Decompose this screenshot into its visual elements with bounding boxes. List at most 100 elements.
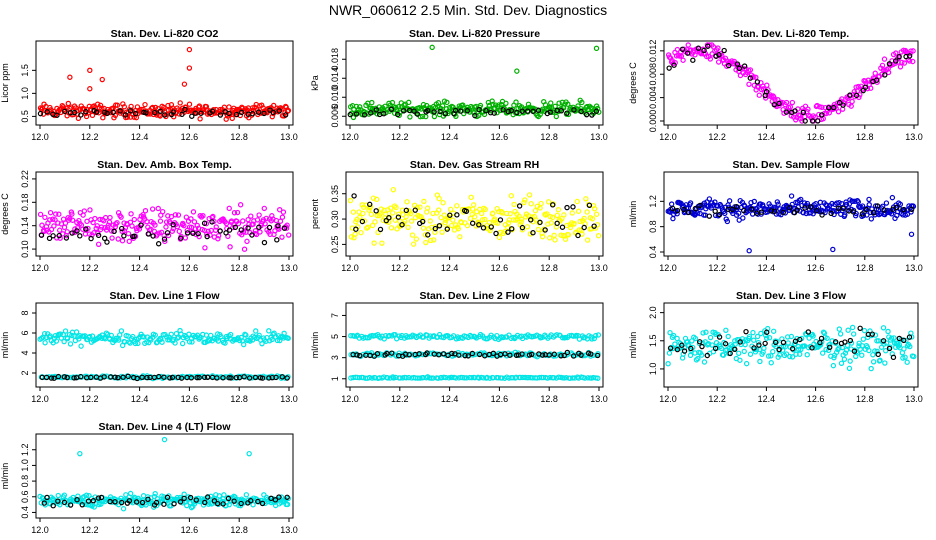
y-axis-label: ml/min [0, 463, 10, 490]
data-point [869, 331, 876, 337]
data-point [469, 220, 476, 226]
data-point [454, 203, 460, 209]
data-point [516, 203, 523, 209]
data-point [584, 237, 591, 243]
data-point [704, 352, 710, 359]
data-point [453, 375, 459, 381]
data-point [706, 196, 713, 202]
data-point [171, 501, 177, 507]
data-point [805, 106, 811, 112]
data-point [829, 200, 835, 207]
data-point [256, 212, 262, 218]
data-point [138, 222, 144, 228]
data-point [523, 214, 529, 220]
y-tick-label: 5 [330, 334, 340, 339]
data-point [716, 334, 723, 340]
data-point [53, 211, 59, 217]
data-point [852, 198, 858, 205]
series-1 [347, 106, 600, 119]
data-point [276, 226, 282, 232]
data-point [351, 193, 357, 199]
data-point [883, 200, 890, 206]
data-point [465, 353, 471, 359]
data-point [896, 335, 902, 342]
data-point [105, 224, 111, 231]
data-point [406, 99, 412, 106]
data-point [229, 115, 235, 122]
x-tick-label: 12.2 [391, 263, 409, 273]
data-point [493, 230, 499, 237]
data-point [87, 207, 93, 213]
x-tick-label: 12.2 [81, 394, 99, 404]
data-point [880, 325, 887, 331]
data-point [246, 114, 252, 121]
data-point [469, 350, 476, 357]
data-point [545, 199, 552, 205]
y-tick-label: 0.8 [20, 475, 30, 488]
data-point [800, 209, 807, 216]
data-point [458, 108, 464, 114]
data-point [478, 210, 485, 217]
data-point [826, 105, 832, 111]
data-point [238, 109, 245, 116]
data-point [67, 502, 74, 508]
data-point [188, 216, 194, 222]
data-point [232, 224, 238, 231]
data-point [591, 223, 597, 229]
data-point [150, 233, 156, 239]
data-point [230, 224, 236, 231]
data-point [196, 374, 202, 381]
data-point [861, 327, 868, 334]
x-tick-label: 13.0 [280, 394, 298, 404]
data-point [133, 499, 140, 505]
chart-title: Stan. Dev. Li-820 Temp. [733, 28, 849, 40]
data-point [347, 111, 353, 118]
data-point [156, 373, 162, 380]
data-point [835, 205, 842, 211]
data-point [367, 201, 373, 208]
outlier-point [514, 68, 520, 74]
data-point [412, 207, 418, 213]
data-point [785, 340, 791, 346]
data-point [709, 342, 715, 348]
data-point [519, 224, 526, 231]
series-1 [667, 325, 913, 361]
y-tick-label: 0.8 [648, 220, 658, 233]
data-point [810, 333, 816, 339]
data-point [897, 201, 904, 207]
data-point [143, 110, 149, 116]
data-point [410, 241, 417, 247]
data-point [220, 375, 226, 381]
data-point [835, 108, 842, 115]
data-point [98, 224, 105, 230]
outlier-point [77, 450, 83, 457]
data-point [92, 215, 98, 222]
data-point [842, 212, 848, 218]
data-point [249, 105, 256, 111]
data-point [241, 246, 248, 252]
data-point [105, 222, 111, 228]
plot-frame [345, 302, 604, 388]
data-point [89, 333, 96, 339]
data-point [234, 209, 241, 216]
data-point [855, 83, 861, 90]
data-point [681, 348, 688, 354]
data-point [510, 375, 516, 381]
data-point [427, 333, 434, 339]
data-point [804, 200, 811, 207]
data-point [542, 227, 548, 233]
data-point [285, 335, 291, 341]
data-point [409, 232, 416, 238]
data-point [723, 327, 729, 333]
data-point [857, 325, 863, 331]
data-point [279, 214, 286, 220]
y-tick-label: 4 [20, 350, 30, 355]
y-tick-label: 0.008 [648, 63, 658, 86]
data-point [721, 47, 727, 54]
data-point [724, 218, 731, 225]
data-point [179, 111, 185, 118]
x-tick-label: 12.4 [131, 394, 149, 404]
data-point [578, 352, 584, 358]
data-point [61, 224, 68, 231]
data-point [108, 332, 115, 339]
